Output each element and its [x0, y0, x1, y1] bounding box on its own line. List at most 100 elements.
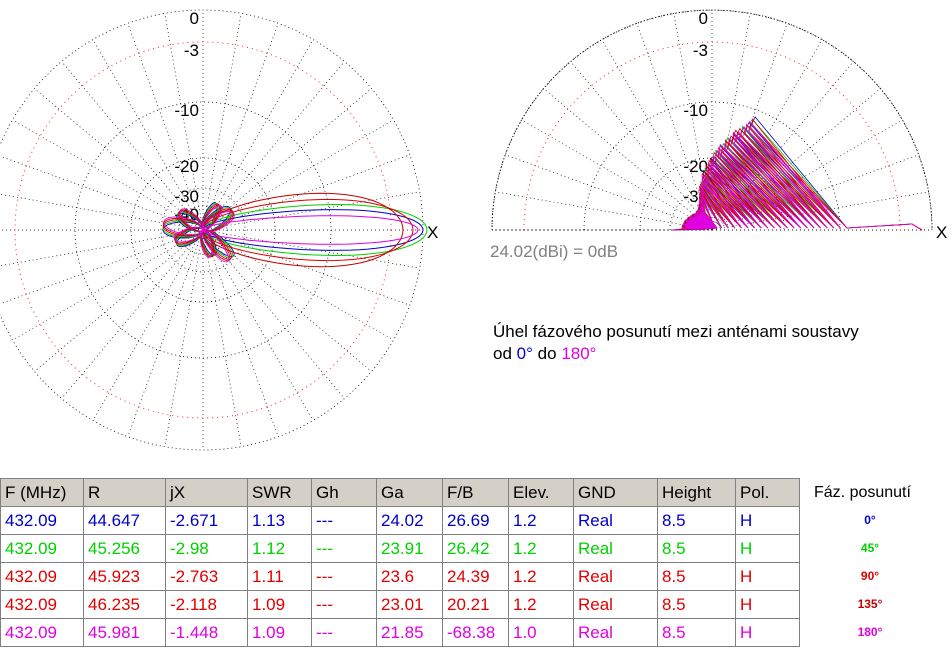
table-cell: 1.2 [508, 534, 574, 563]
grid-spoke [0, 229, 204, 267]
grid-spoke [34, 88, 204, 231]
grid-spoke [202, 61, 345, 231]
ring-label: -20 [174, 157, 199, 176]
grid-spoke [202, 23, 279, 231]
table-cell: 432.09 [0, 506, 84, 535]
grid-spoke [34, 229, 204, 372]
grid-spoke [711, 191, 929, 231]
phase-note-line2: od 0° do 180° [493, 343, 859, 365]
pattern-series [163, 205, 419, 263]
table-cell: 432.09 [0, 562, 84, 591]
direction-label: X [427, 223, 438, 242]
phase-column: 0° 45° 90° 135° 180° [800, 506, 940, 646]
table-cell: Real [573, 618, 658, 647]
table-cell: 24.39 [442, 562, 509, 591]
phase-note-do: do [537, 344, 557, 363]
grid-spoke [12, 229, 204, 341]
table-cell: 432.09 [0, 590, 84, 619]
column-header[interactable]: F/B [442, 478, 509, 507]
elevation-pattern [671, 120, 923, 231]
table-cell: 1.2 [508, 562, 574, 591]
grid-spoke [127, 229, 204, 437]
table-cell: -2.671 [165, 506, 248, 535]
table-row: 432.09 46.235 -2.118 1.09 --- 23.01 20.21 1.2 Re… [0, 590, 800, 619]
grid-spoke [202, 229, 314, 421]
grid-spoke [570, 61, 713, 231]
ring-label: 0 [190, 9, 199, 28]
grid-spoke [202, 229, 345, 399]
grid-spoke [202, 191, 420, 231]
grid-spoke [202, 229, 410, 306]
grid-ring [523, 41, 901, 231]
table-cell: 23.01 [376, 590, 443, 619]
grid-spoke [127, 23, 204, 231]
grid-spoke [202, 229, 372, 372]
table-cell: 8.5 [657, 506, 736, 535]
table-cell: -1.448 [165, 618, 248, 647]
column-header[interactable]: Ga [376, 478, 443, 507]
table-cell: 24.02 [376, 506, 443, 535]
ring-label: -30 [174, 187, 199, 206]
table-cell: H [735, 534, 800, 563]
phase-label: 180° [857, 625, 883, 639]
grid-spoke [202, 39, 314, 231]
grid-spoke [202, 229, 242, 447]
table-cell: 432.09 [0, 534, 84, 563]
table-cell: 8.5 [657, 590, 736, 619]
column-header[interactable]: SWR [247, 478, 312, 507]
grid-spoke [202, 229, 279, 437]
column-header[interactable]: GND [573, 478, 658, 507]
table-cell: Real [573, 534, 658, 563]
table-cell: 432.09 [0, 618, 84, 647]
grid-spoke [202, 88, 372, 231]
grid-spoke [164, 229, 204, 447]
column-header[interactable]: Elev. [508, 478, 574, 507]
table-cell: Real [573, 590, 658, 619]
grid-ring [583, 101, 841, 231]
table-cell: 1.0 [508, 618, 574, 647]
table-cell: 26.42 [442, 534, 509, 563]
grid-ring [160, 187, 246, 273]
table-cell: --- [311, 534, 377, 563]
table-cell: H [735, 562, 800, 591]
grid-ring [14, 41, 392, 419]
phase-note-to: 180° [561, 344, 597, 363]
ring-label: -10 [683, 101, 708, 120]
column-header[interactable]: Gh [311, 478, 377, 507]
grid-spoke [601, 39, 713, 231]
grid-spoke [543, 88, 713, 231]
table-cell: --- [311, 506, 377, 535]
phase-column-title: Fáz. posunutí [814, 484, 911, 501]
table-cell: 23.6 [376, 562, 443, 591]
ring-label: -10 [174, 101, 199, 120]
table-cell: 1.2 [508, 506, 574, 535]
table-cell: 20.21 [442, 590, 509, 619]
table-cell: -2.763 [165, 562, 248, 591]
table-row: 432.09 45.256 -2.98 1.12 --- 23.91 26.42 1.2 Rea… [0, 534, 800, 563]
grid-spoke [0, 193, 204, 231]
table-cell: H [735, 618, 800, 647]
table-row: 432.09 45.923 -2.763 1.11 --- 23.6 24.39 1.2 Rea… [0, 562, 800, 591]
ring-label: 0 [699, 9, 708, 28]
grid-spoke [61, 61, 204, 231]
column-header[interactable]: jX [165, 478, 248, 507]
table-cell: -68.38 [442, 618, 509, 647]
table-cell: 23.91 [376, 534, 443, 563]
table-cell: --- [311, 618, 377, 647]
column-header[interactable]: Pol. [735, 478, 800, 507]
table-cell: -2.118 [165, 590, 248, 619]
phase-label: 135° [857, 597, 883, 611]
table-row: 432.09 44.647 -2.671 1.13 --- 24.02 26.69 1.2 Re… [0, 506, 800, 535]
grid-spoke [164, 13, 204, 231]
table-cell: 26.69 [442, 506, 509, 535]
column-header[interactable]: F (MHz) [0, 478, 84, 507]
grid-spoke [12, 119, 204, 231]
table-cell: Real [573, 506, 658, 535]
column-header[interactable]: Height [657, 478, 736, 507]
table-cell: 8.5 [657, 618, 736, 647]
grid-spoke [202, 229, 420, 269]
grid-spoke [202, 13, 242, 231]
column-header[interactable]: R [83, 478, 166, 507]
